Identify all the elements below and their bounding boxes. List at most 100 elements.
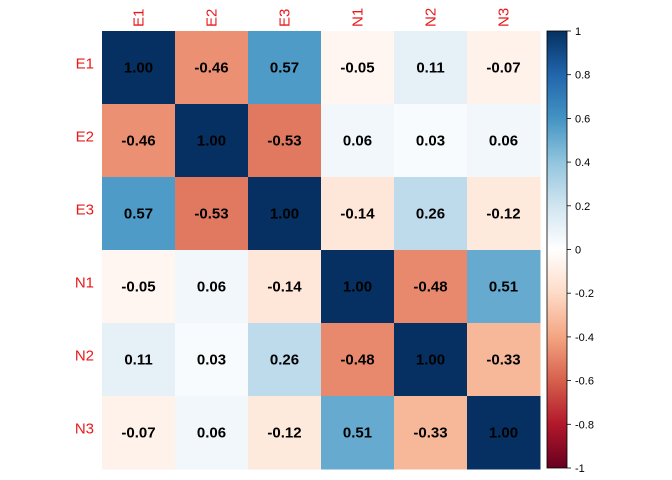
- colorbar-tick-label: -0.2: [575, 288, 594, 300]
- cell-value-N2-E2: 0.03: [197, 352, 226, 369]
- heatmap-cell-N3-E2: [175, 396, 249, 470]
- heatmap-cell-N1-E3: [248, 250, 322, 324]
- cell-value-E1-N2: 0.11: [416, 60, 444, 77]
- column-label-N2: N2: [423, 8, 440, 27]
- heatmap-cell-E3-E1: [102, 177, 176, 251]
- colorbar-tick-label: -0.8: [575, 419, 594, 431]
- heatmap-cell-E3-E2: [175, 177, 249, 251]
- colorbar-tick-label: 0.2: [575, 201, 590, 213]
- cell-value-E3-N2: 0.26: [416, 206, 445, 223]
- heatmap-cell-E1-E2: [175, 31, 249, 105]
- cell-value-N1-E1: -0.05: [121, 279, 155, 296]
- cell-value-E1-E1: 1.00: [124, 60, 153, 77]
- cell-value-N3-N1: 0.51: [343, 425, 372, 442]
- heatmap-cell-N1-E1: [102, 250, 176, 324]
- colorbar-tick-label: 0: [575, 245, 581, 257]
- heatmap-cell-E3-E3: [248, 177, 322, 251]
- cell-value-E2-E2: 1.00: [197, 133, 226, 150]
- cell-value-N2-E3: 0.26: [270, 352, 299, 369]
- colorbar-tick-label: 0.6: [575, 113, 590, 125]
- cell-value-N1-E2: 0.06: [197, 279, 226, 296]
- heatmap-cell-E2-N3: [467, 104, 541, 178]
- column-label-E3: E3: [277, 9, 294, 27]
- heatmap-cell-N3-N2: [394, 396, 468, 470]
- heatmap-cell-N1-N2: [394, 250, 468, 324]
- cell-value-N2-E1: 0.11: [124, 352, 152, 369]
- cell-value-labels: 1.00 -0.46 0.57 -0.05 0.11 -0.07 -0.46 1.00 -0.5…: [121, 60, 520, 442]
- cell-value-E2-E3: -0.53: [267, 133, 301, 150]
- cell-value-E1-E3: 0.57: [270, 60, 299, 77]
- heatmap-cell-E1-E1: [102, 31, 176, 105]
- cell-value-N1-N1: 1.00: [343, 279, 372, 296]
- cell-value-N3-N2: -0.33: [413, 425, 447, 442]
- heatmap-cell-E2-E3: [248, 104, 322, 178]
- heatmap-cell-N3-E3: [248, 396, 322, 470]
- heatmap-cell-N2-E1: [102, 323, 176, 397]
- heatmap-cells: [102, 31, 541, 470]
- colorbar-tick-label: -0.4: [575, 332, 594, 344]
- heatmap-cell-E1-N1: [321, 31, 395, 105]
- cell-value-E2-N1: 0.06: [343, 133, 372, 150]
- heatmap-cell-E3-N2: [394, 177, 468, 251]
- heatmap-cell-N2-E2: [175, 323, 249, 397]
- heatmap-cell-N2-N3: [467, 323, 541, 397]
- heatmap-cell-E2-N1: [321, 104, 395, 178]
- heatmap-cell-N3-N1: [321, 396, 395, 470]
- cell-value-E3-N1: -0.14: [340, 206, 375, 223]
- cell-value-N1-N3: 0.51: [489, 279, 518, 296]
- cell-value-N3-E2: 0.06: [197, 425, 226, 442]
- column-label-E2: E2: [204, 9, 221, 27]
- heatmap-cell-E2-N2: [394, 104, 468, 178]
- cell-value-E3-E3: 1.00: [270, 206, 299, 223]
- heatmap-cell-N1-N3: [467, 250, 541, 324]
- colorbar-tick-label: 1: [575, 26, 581, 38]
- row-label-E2: E2: [76, 129, 94, 146]
- heatmap-cell-N1-E2: [175, 250, 249, 324]
- cell-value-N3-N3: 1.00: [489, 425, 518, 442]
- heatmap-cell-N2-E3: [248, 323, 322, 397]
- row-label-E3: E3: [76, 202, 94, 219]
- cell-value-E3-E2: -0.53: [194, 206, 228, 223]
- heatmap-cell-N3-N3: [467, 396, 541, 470]
- colorbar-tick-label: 0.4: [575, 157, 590, 169]
- cell-value-N1-E3: -0.14: [267, 279, 302, 296]
- heatmap-cell-N3-E1: [102, 396, 176, 470]
- cell-value-N2-N3: -0.33: [486, 352, 520, 369]
- heatmap-cell-E2-E1: [102, 104, 176, 178]
- cell-value-N1-N2: -0.48: [413, 279, 447, 296]
- cell-value-E1-N3: -0.07: [486, 60, 520, 77]
- row-label-N1: N1: [75, 275, 94, 292]
- heatmap-cell-E1-N2: [394, 31, 468, 105]
- cell-value-E2-N3: 0.06: [489, 133, 518, 150]
- heatmap-cell-E1-N3: [467, 31, 541, 105]
- row-label-E1: E1: [76, 56, 94, 73]
- column-label-E1: E1: [131, 9, 148, 27]
- heatmap-cell-N2-N2: [394, 323, 468, 397]
- heatmap-cell-E3-N1: [321, 177, 395, 251]
- cell-value-E2-E1: -0.46: [121, 133, 155, 150]
- colorbar-gradient: [547, 31, 567, 468]
- cell-value-E1-N1: -0.05: [340, 60, 374, 77]
- cell-value-N3-E1: -0.07: [121, 425, 155, 442]
- cell-value-N3-E3: -0.12: [267, 425, 301, 442]
- heatmap-cell-E1-E3: [248, 31, 322, 105]
- colorbar: 1 0.8 0.6 0.4 0.2 0 -0.2 -0.4 -0.6 -0.8 -1: [546, 26, 594, 475]
- cell-value-E3-E1: 0.57: [124, 206, 153, 223]
- column-label-N1: N1: [350, 8, 367, 27]
- column-labels: E1 E2 E3 N1 N2 N3: [131, 8, 513, 27]
- heatmap-cell-N1-N1: [321, 250, 395, 324]
- cell-value-E1-E2: -0.46: [194, 60, 228, 77]
- cell-value-E2-N2: 0.03: [416, 133, 445, 150]
- colorbar-tick-label: -0.6: [575, 376, 594, 388]
- heatmap-cell-N2-N1: [321, 323, 395, 397]
- heatmap-cell-E3-N3: [467, 177, 541, 251]
- row-label-N3: N3: [75, 421, 94, 438]
- colorbar-tick-label: -1: [575, 463, 585, 475]
- colorbar-tick-label: 0.8: [575, 70, 590, 82]
- colorbar-ticks: 1 0.8 0.6 0.4 0.2 0 -0.2 -0.4 -0.6 -0.8 -1: [567, 26, 594, 475]
- row-label-N2: N2: [75, 348, 94, 365]
- cell-value-E3-N3: -0.12: [486, 206, 520, 223]
- cell-value-N2-N2: 1.00: [416, 352, 445, 369]
- heatmap-cell-E2-E2: [175, 104, 249, 178]
